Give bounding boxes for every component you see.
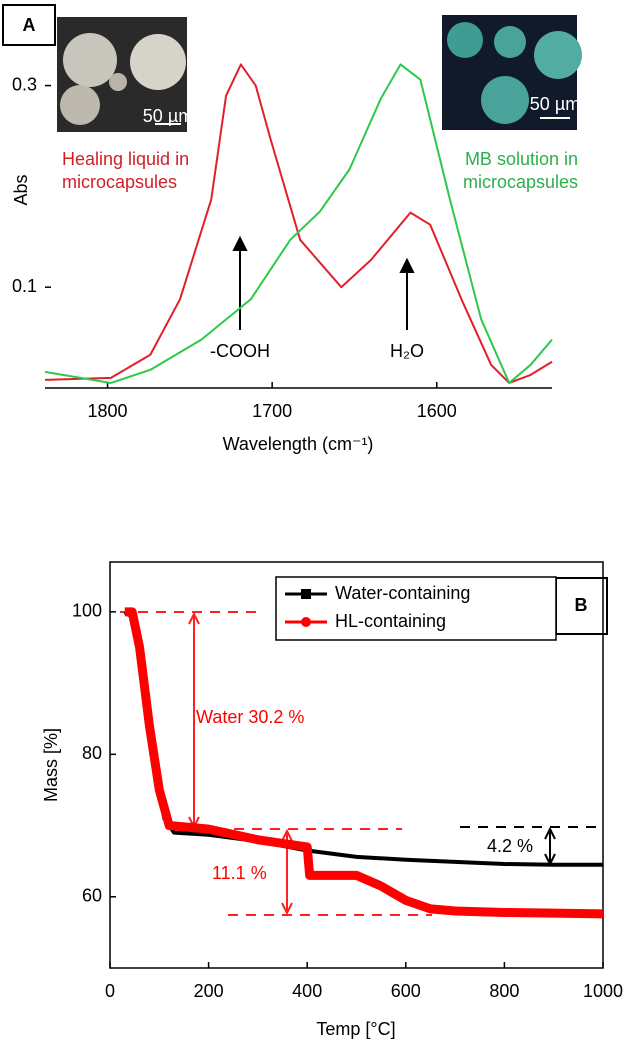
series-line [124,607,604,919]
y-axis-label: Abs [11,174,31,205]
capsule [63,33,117,87]
series-line [44,63,553,384]
y-tick-label: 60 [82,886,102,906]
x-tick-label: 0 [105,981,115,1001]
legend-label: Water-containing [335,583,470,603]
legend-label: HL-containing [335,611,446,631]
arrows [232,235,415,330]
annotation: H₂O [390,341,424,361]
legend-box [275,576,557,641]
annotation: MB solution in [465,149,578,169]
x-axis-label: Temp [°C] [316,1019,395,1039]
capsule [109,73,127,91]
x-tick-label: 800 [489,981,519,1001]
panel-label: B [575,595,588,615]
x-tick-label: 400 [292,981,322,1001]
capsule [130,34,186,90]
y-tick-label: 0.3 [12,74,37,94]
capsule [481,76,529,124]
capsule [494,26,526,58]
legend-marker [301,617,311,627]
x-axis-label: Wavelength (cm⁻¹) [223,434,374,454]
annotation-lines [120,611,432,916]
annotation: 50 µm [530,94,580,114]
series-line [44,63,553,384]
panel-box [555,577,608,635]
x-tick-label: 1800 [88,401,128,421]
capsule [534,31,582,79]
annotation: microcapsules [463,172,578,192]
annotation: Healing liquid in [62,149,189,169]
plot-frame [109,561,604,969]
annotation: 11.1 % [212,863,267,883]
annotation: microcapsules [62,172,177,192]
x-tick-label: 1600 [417,401,457,421]
x-tick-label: 1000 [583,981,623,1001]
annotation: -COOH [210,341,270,361]
y-tick-label: 80 [82,743,102,763]
panel-label: A [23,15,36,35]
capsule [60,85,100,125]
x-tick-label: 200 [194,981,224,1001]
legend-marker [301,589,311,599]
x-tick-label: 1700 [252,401,292,421]
y-tick-label: 0.1 [12,276,37,296]
y-axis-label: Mass [%] [41,728,61,802]
y-tick-label: 100 [72,601,102,621]
panel-box [2,4,56,46]
annotation: 4.2 % [487,836,533,856]
x-tick-label: 600 [391,981,421,1001]
annotation: 50 µm [143,106,193,126]
annotation: Water 30.2 % [196,707,304,727]
capsule [447,22,483,58]
